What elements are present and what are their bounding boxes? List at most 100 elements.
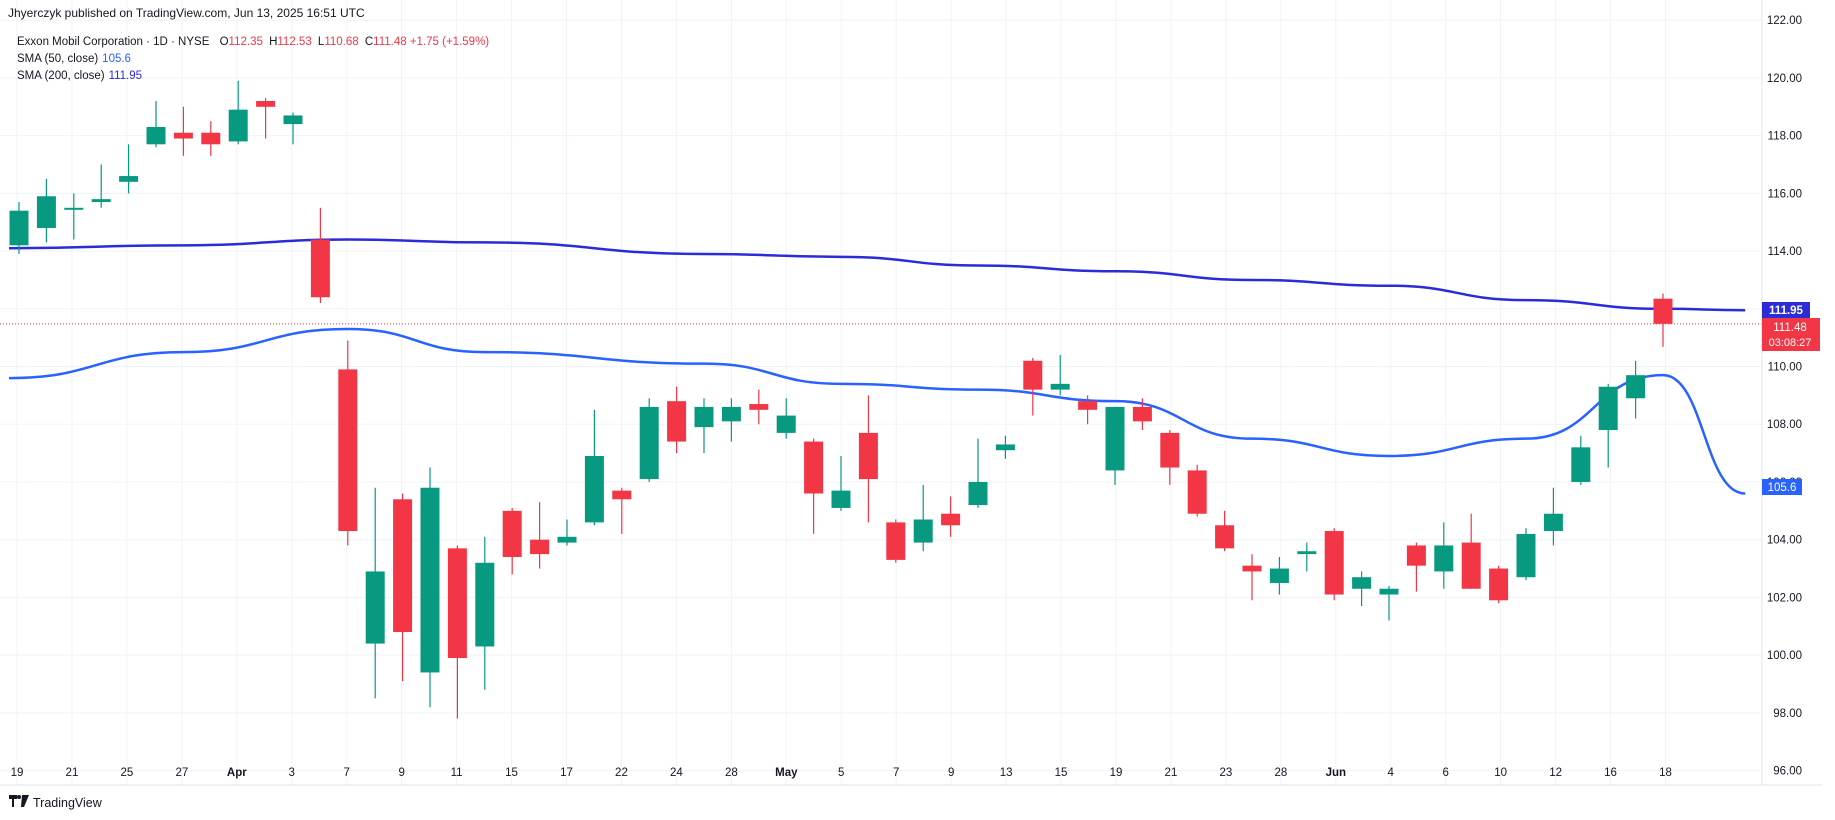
candle [1215, 510, 1235, 552]
candle [1461, 513, 1481, 589]
sma200-label: SMA (200, close) [17, 70, 105, 82]
open-value: 112.35 [228, 36, 263, 48]
candle-body [9, 210, 29, 246]
candle-body [1489, 568, 1509, 601]
brand-name: TradingView [33, 795, 102, 810]
candle [1187, 464, 1207, 517]
time-tick-label: 28 [725, 767, 738, 779]
time-tick-label: 9 [398, 767, 404, 779]
candle [667, 386, 687, 454]
symbol-row[interactable]: Exxon Mobil Corporation · 1D · NYSE O112… [17, 34, 489, 51]
candle [749, 389, 769, 425]
candle-body [91, 199, 111, 203]
candle [1242, 554, 1262, 601]
candle-body [1160, 432, 1180, 468]
candle [1160, 430, 1180, 485]
last-price-tag-bg [1762, 318, 1820, 351]
candle [968, 438, 988, 508]
candle-body [557, 536, 577, 543]
candle [256, 98, 276, 139]
tradingview-brand[interactable]: TradingView [9, 795, 102, 810]
candle-body [1215, 525, 1235, 549]
time-tick-label: 25 [121, 767, 134, 779]
time-tick-label: 6 [1442, 767, 1448, 779]
candle [1078, 395, 1098, 425]
candle [721, 398, 741, 442]
candle-body [913, 519, 933, 543]
candle [365, 487, 385, 699]
candle-body [639, 406, 659, 480]
candle [584, 409, 604, 526]
time-tick-label: 18 [1659, 767, 1672, 779]
candle-body [667, 401, 687, 442]
candle-body [283, 115, 303, 125]
time-axis[interactable]: 19 21 25 27 Apr 3 7 9 11 15 17 22 24 28 May 5 7 9 13 15 19 21… [11, 767, 1672, 779]
candle-body [1187, 470, 1207, 514]
candles [9, 80, 1673, 719]
sma50-tag-bg [1762, 479, 1802, 495]
candle [1269, 557, 1289, 595]
candle-body [968, 481, 988, 506]
price-tick-label: 96.00 [1773, 766, 1802, 778]
time-tick-label: 4 [1388, 767, 1395, 779]
candle [858, 395, 878, 523]
candle [1324, 528, 1344, 601]
candle-body [1297, 551, 1317, 555]
price-tick-label: 118.00 [1768, 131, 1802, 143]
candle-body [1461, 542, 1481, 589]
candle-body [475, 562, 495, 647]
price-tick-label: 100.00 [1767, 650, 1802, 662]
time-tick-label: 19 [1110, 767, 1123, 779]
time-tick-label: 22 [615, 767, 628, 779]
time-tick-label: 17 [560, 767, 573, 779]
sma200-legend-row[interactable]: SMA (200, close) 111.95 [17, 68, 489, 85]
candle [283, 112, 303, 145]
chart-grid [0, 0, 1762, 785]
candle [447, 545, 467, 719]
candle [1379, 585, 1399, 621]
low-label: L [317, 36, 325, 48]
candle-body [1516, 533, 1536, 578]
candle [475, 536, 495, 690]
candle-body [1379, 588, 1399, 595]
candle-body [1352, 577, 1372, 589]
price-tick-label: 102.00 [1767, 592, 1802, 604]
time-tick-label: 11 [451, 767, 463, 779]
candle-body [1132, 406, 1152, 422]
time-tick-label: 12 [1549, 767, 1562, 779]
time-tick-label: 13 [1000, 767, 1013, 779]
time-tick-label: 3 [289, 767, 295, 779]
candle [776, 398, 796, 439]
candle-body [1543, 513, 1563, 532]
candle-body [1406, 545, 1426, 566]
time-tick-label: May [775, 767, 798, 779]
close-value: 111.48 [373, 36, 407, 48]
candle [91, 164, 111, 208]
candle-body [338, 369, 358, 532]
candle-body [1324, 531, 1344, 595]
candle [393, 493, 413, 682]
candle-body [1653, 298, 1673, 324]
candle-body [502, 510, 522, 558]
candle-body [721, 406, 741, 422]
price-axis[interactable]: 96.0098.00100.00102.00104.00106.00108.00… [1767, 15, 1802, 777]
candle-body [1242, 565, 1262, 572]
candle [1352, 571, 1372, 607]
candle [1543, 487, 1563, 546]
candle [201, 121, 221, 156]
time-tick-label: 21 [66, 767, 79, 779]
sma50-legend-row[interactable]: SMA (50, close) 105.6 [17, 51, 489, 68]
sma200-line [8, 238, 1746, 312]
time-tick-label: 24 [670, 767, 683, 779]
symbol-title: Exxon Mobil Corporation · 1D · NYSE [17, 36, 210, 48]
time-tick-label: 9 [948, 767, 954, 779]
candle-body [941, 513, 961, 526]
candle [1105, 406, 1125, 485]
candle-body [858, 432, 878, 480]
low-value: 110.68 [324, 36, 359, 48]
candle-body [119, 176, 139, 182]
candle [886, 519, 906, 563]
candle [1023, 357, 1043, 416]
candle [1297, 542, 1317, 572]
